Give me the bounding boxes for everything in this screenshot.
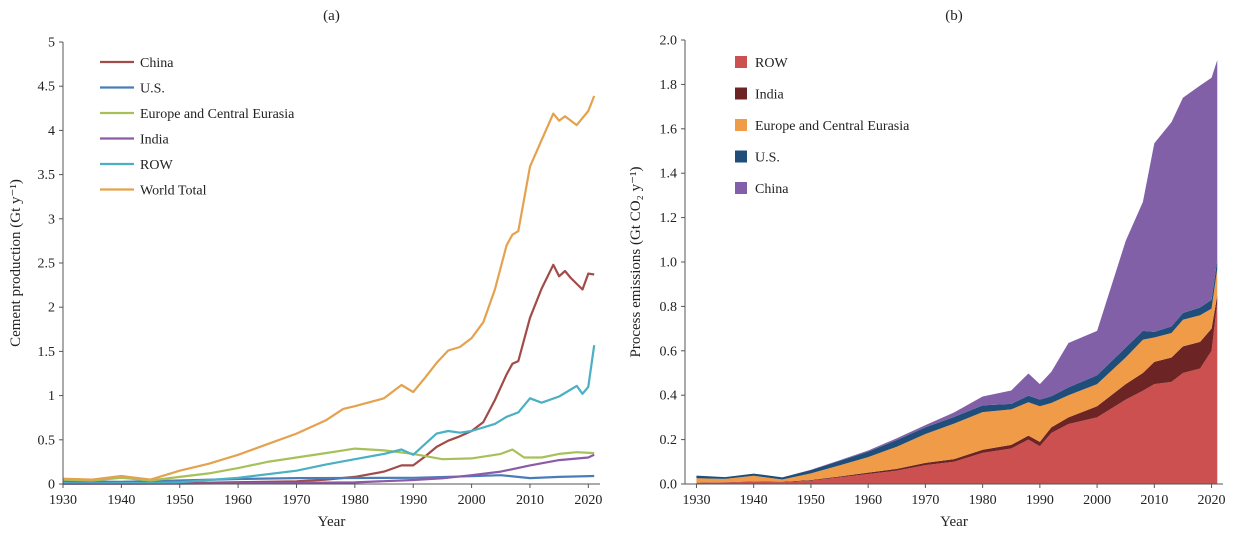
y-tick-label: 0.2	[660, 433, 678, 448]
y-tick-label: 0.4	[660, 389, 678, 404]
y-tick-label: 1.0	[660, 256, 678, 271]
legend-label: U.S.	[755, 151, 780, 166]
area-series-row	[696, 301, 1218, 484]
y-tick-label: 1.5	[38, 345, 56, 360]
y-tick-label: 0.5	[38, 433, 56, 448]
chart-b: (b) 0.0 0.2 0.4 0.6 0.8 1.0 1.2 1.4 1.6 1.8 2.0 1930…	[628, 8, 1226, 530]
y-tick-label: 4.5	[38, 80, 56, 95]
legend-swatch	[735, 182, 747, 194]
legend-label: U.S.	[140, 82, 165, 97]
y-tick-label: 3.5	[38, 168, 56, 183]
x-tick-label: 1990	[1026, 493, 1054, 508]
x-tick-label: 1940	[107, 493, 135, 508]
x-tick-label: 2020	[574, 493, 602, 508]
y-tick-label: 0	[48, 478, 55, 493]
x-tick-label: 2010	[516, 493, 544, 508]
y-axis-label: Cement production (Gt y⁻¹)	[8, 179, 24, 347]
legend-label: ROW	[140, 158, 173, 173]
x-tick-label: 1930	[682, 493, 710, 508]
legend-label: World Total	[140, 184, 207, 199]
y-axis-label: Process emissions (Gt CO₂ y⁻¹)	[628, 167, 644, 358]
x-tick-label: 2000	[458, 493, 486, 508]
y-tick-label: 1.4	[660, 167, 678, 182]
legend-swatch	[735, 150, 747, 163]
y-tick-label: 2.0	[660, 34, 678, 49]
panel-label: (b)	[945, 8, 963, 24]
legend-swatch	[735, 87, 747, 100]
x-tick-label: 1970	[282, 493, 310, 508]
y-tick-label: 2	[48, 301, 55, 316]
y-tick-label: 2.5	[38, 257, 56, 272]
legend-label: India	[140, 133, 170, 148]
legend-label: ROW	[755, 56, 788, 71]
x-tick-label: 1940	[740, 493, 768, 508]
x-tick-label: 2000	[1083, 493, 1111, 508]
area-series-europe-and-central-eurasia	[696, 268, 1218, 483]
y-tick-label: 3	[48, 212, 55, 227]
y-tick-label: 0.6	[660, 344, 678, 359]
line-series-row	[62, 345, 596, 485]
x-tick-label: 2020	[1198, 493, 1226, 508]
x-tick-label: 1990	[399, 493, 427, 508]
x-tick-label: 1970	[911, 493, 939, 508]
x-tick-label: 1950	[166, 493, 194, 508]
x-tick-label: 1980	[341, 493, 369, 508]
legend-label: Europe and Central Eurasia	[140, 107, 295, 122]
y-tick-label: 1.2	[660, 211, 678, 226]
y-tick-label: 1.8	[660, 78, 678, 93]
y-tick-label: 4	[48, 124, 55, 139]
line-series-india	[62, 453, 595, 485]
x-axis-label: Year	[940, 514, 968, 530]
y-tick-label: 0.8	[660, 300, 678, 315]
area-series-china	[696, 59, 1218, 478]
y-tick-label: 0.0	[660, 478, 678, 493]
chart-a: (a) 0 0.5 1 1.5 2 2.5 3 3.5 4 4.5 5 1930 1940 1950 1960…	[8, 8, 602, 530]
legend-swatch	[735, 119, 747, 131]
x-axis-label: Year	[318, 514, 346, 530]
legend-label: China	[140, 56, 174, 71]
panel-label: (a)	[323, 8, 340, 24]
legend-label: India	[755, 88, 785, 103]
legend-label: China	[755, 182, 789, 197]
line-series-europe-and-central-eurasia	[62, 447, 595, 482]
y-tick-label: 1.6	[660, 122, 678, 137]
x-tick-label: 1950	[797, 493, 825, 508]
x-tick-label: 1960	[224, 493, 252, 508]
y-tick-label: 5	[48, 36, 55, 51]
legend-label: Europe and Central Eurasia	[755, 119, 910, 134]
x-tick-label: 1960	[854, 493, 882, 508]
line-series-u-s-	[62, 474, 595, 483]
y-tick-label: 1	[48, 389, 55, 404]
line-series-world-total	[62, 95, 596, 481]
x-tick-label: 1980	[969, 493, 997, 508]
x-tick-label: 2010	[1140, 493, 1168, 508]
x-tick-label: 1930	[49, 493, 77, 508]
legend-swatch	[735, 56, 747, 68]
